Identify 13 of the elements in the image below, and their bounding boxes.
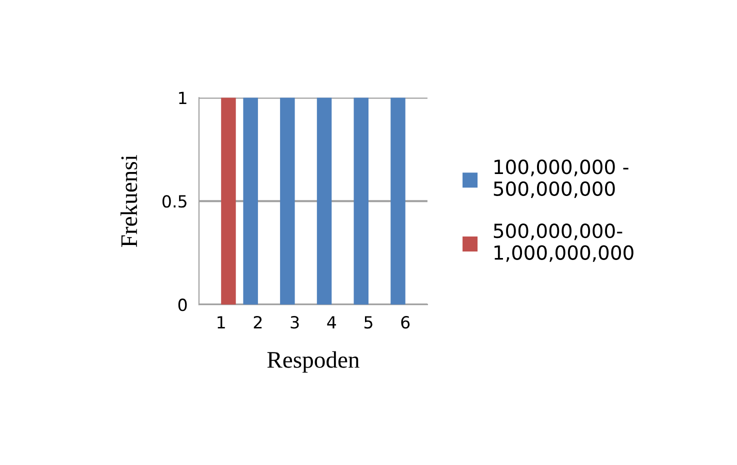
y-tick-label: 1 (179, 92, 186, 104)
legend-label: 500,000,000- 1,000,000,000 (494, 223, 634, 262)
x-tick-label: 2 (254, 316, 262, 328)
x-tick-label: 5 (364, 316, 372, 329)
x-tick-label: 6 (401, 316, 410, 329)
x-tick-label: 3 (290, 316, 299, 329)
x-tick-label: 4 (327, 316, 336, 328)
x-tick-label: 1 (218, 316, 225, 328)
y-tick-label: 0.5 (162, 195, 186, 208)
x-axis-title: Respoden (267, 351, 360, 373)
y-axis-title: Frekuensi (120, 155, 138, 247)
y-tick-label: 0 (178, 298, 187, 312)
legend-label: 100,000,000 - 500,000,000 (494, 160, 628, 198)
